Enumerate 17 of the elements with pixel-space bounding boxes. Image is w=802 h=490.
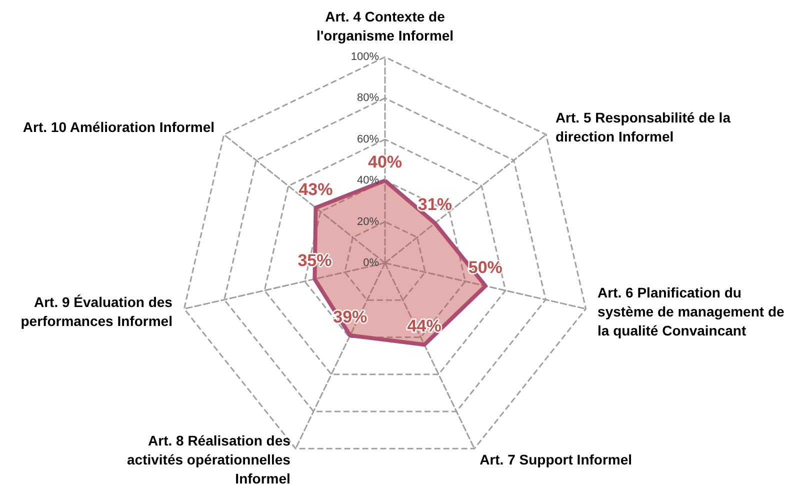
spoke-label: Art. 10 Amélioration Informel bbox=[22, 119, 215, 136]
y-tick-label: 100% bbox=[350, 51, 380, 63]
y-tick-label: 20% bbox=[356, 216, 380, 228]
data-label: 35% bbox=[298, 251, 332, 270]
spoke-label: Art. 6 Planification du système de management de la qualité Convaincant bbox=[598, 284, 784, 339]
y-tick-label: 0% bbox=[363, 257, 380, 269]
y-tick-label: 80% bbox=[356, 92, 380, 104]
spoke-label: Art. 5 Responsabilité de la direction Informel bbox=[555, 110, 731, 145]
data-label: 44% bbox=[407, 316, 442, 336]
spoke-label: Art. 8 Réalisation des activités opérationnelles Informel bbox=[127, 432, 291, 486]
spoke-label: Art. 7 Support Informel bbox=[480, 451, 632, 468]
y-tick-label: 60% bbox=[356, 133, 380, 146]
y-tick-label: 40% bbox=[356, 174, 380, 187]
spoke-label: Art. 4 Contexte de l'organisme Informel bbox=[316, 8, 454, 44]
data-label: 43% bbox=[298, 180, 333, 199]
data-label: 31% bbox=[418, 195, 452, 214]
spoke-label: Art. 9 Évaluation des performances Informel bbox=[20, 294, 173, 330]
